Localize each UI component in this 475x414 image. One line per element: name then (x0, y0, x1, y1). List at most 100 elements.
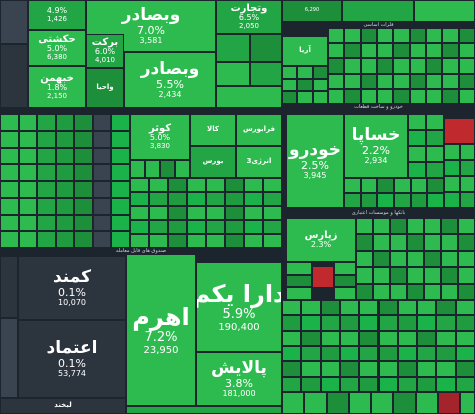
heatmap-tile[interactable] (438, 392, 460, 414)
heatmap-small-tile[interactable] (426, 130, 444, 146)
heatmap-small-tile[interactable] (301, 361, 321, 377)
heatmap-small-tile[interactable] (344, 58, 361, 74)
heatmap-small-tile[interactable] (339, 361, 360, 377)
heatmap-tile[interactable]: فرابورس (236, 114, 282, 146)
heatmap-small-tile[interactable] (111, 181, 130, 198)
heatmap-small-tile[interactable] (378, 315, 398, 331)
heatmap-small-tile[interactable] (444, 144, 460, 160)
heatmap-small-tile[interactable] (328, 88, 345, 104)
heatmap-small-tile[interactable] (149, 192, 168, 206)
heatmap-small-tile[interactable] (407, 218, 424, 235)
heatmap-small-tile[interactable] (397, 300, 418, 316)
heatmap-small-tile[interactable] (328, 73, 345, 89)
heatmap-small-tile[interactable] (37, 181, 56, 198)
heatmap-small-tile[interactable] (409, 43, 426, 59)
heatmap-small-tile[interactable] (326, 392, 349, 414)
heatmap-small-tile[interactable] (187, 234, 206, 248)
heatmap-small-tile[interactable] (409, 28, 426, 44)
heatmap-small-tile[interactable] (92, 181, 112, 198)
heatmap-small-tile[interactable] (18, 114, 38, 131)
heatmap-small-tile[interactable] (360, 58, 377, 74)
heatmap-small-tile[interactable] (441, 234, 458, 251)
heatmap-small-tile[interactable] (360, 43, 377, 59)
heatmap-small-tile[interactable] (130, 160, 145, 178)
heatmap-small-tile[interactable] (455, 376, 475, 392)
heatmap-small-tile[interactable] (225, 192, 244, 206)
heatmap-small-tile[interactable] (301, 330, 321, 346)
heatmap-small-tile[interactable] (187, 206, 206, 220)
heatmap-small-tile[interactable] (168, 178, 187, 192)
heatmap-small-tile[interactable] (460, 392, 475, 414)
heatmap-small-tile[interactable] (206, 234, 225, 248)
heatmap-small-tile[interactable] (458, 250, 475, 268)
heatmap-small-tile[interactable] (426, 43, 443, 59)
heatmap-small-tile[interactable] (378, 361, 398, 377)
heatmap-small-tile[interactable] (444, 192, 460, 208)
heatmap-small-tile[interactable] (415, 392, 438, 414)
heatmap-small-tile[interactable] (397, 376, 418, 392)
heatmap-small-tile[interactable] (458, 218, 475, 235)
heatmap-small-tile[interactable] (18, 197, 38, 215)
heatmap-small-tile[interactable] (444, 176, 460, 192)
heatmap-small-tile[interactable] (390, 283, 407, 300)
heatmap-small-tile[interactable] (312, 78, 328, 92)
heatmap-small-tile[interactable] (427, 193, 444, 208)
heatmap-small-tile[interactable] (458, 28, 475, 44)
heatmap-small-tile[interactable] (0, 197, 19, 215)
heatmap-tile[interactable]: 4.9% 1,426 (28, 0, 86, 30)
heatmap-small-tile[interactable] (360, 193, 378, 208)
heatmap-small-tile[interactable] (74, 164, 93, 181)
heatmap-small-tile[interactable] (394, 193, 411, 208)
heatmap-small-tile[interactable] (244, 234, 263, 248)
heatmap-tile[interactable] (0, 44, 28, 108)
heatmap-small-tile[interactable] (426, 73, 443, 89)
heatmap-tile[interactable]: خساپا 2.2% 2,934 (344, 114, 408, 178)
heatmap-small-tile[interactable] (441, 218, 458, 235)
heatmap-tile[interactable]: آریا (282, 36, 328, 66)
heatmap-small-tile[interactable] (74, 197, 93, 215)
heatmap-small-tile[interactable] (225, 206, 244, 220)
heatmap-small-tile[interactable] (286, 262, 312, 275)
heatmap-small-tile[interactable] (397, 315, 418, 331)
heatmap-small-tile[interactable] (427, 178, 444, 193)
heatmap-small-tile[interactable] (378, 376, 398, 392)
heatmap-small-tile[interactable] (441, 250, 458, 268)
heatmap-small-tile[interactable] (417, 346, 437, 362)
heatmap-small-tile[interactable] (334, 274, 356, 288)
heatmap-small-tile[interactable] (359, 361, 379, 377)
heatmap-small-tile[interactable] (92, 164, 112, 181)
heatmap-small-tile[interactable] (55, 181, 75, 198)
heatmap-small-tile[interactable] (394, 178, 411, 193)
heatmap-small-tile[interactable] (344, 88, 361, 104)
heatmap-small-tile[interactable] (459, 176, 475, 192)
heatmap-small-tile[interactable] (459, 160, 475, 176)
heatmap-small-tile[interactable] (408, 162, 426, 178)
heatmap-small-tile[interactable] (359, 315, 379, 331)
heatmap-small-tile[interactable] (263, 178, 282, 192)
heatmap-small-tile[interactable] (168, 220, 187, 234)
heatmap-small-tile[interactable] (111, 164, 130, 181)
heatmap-small-tile[interactable] (407, 234, 424, 251)
heatmap-tile[interactable] (312, 266, 334, 288)
heatmap-small-tile[interactable] (377, 178, 394, 193)
heatmap-small-tile[interactable] (458, 234, 475, 251)
heatmap-tile[interactable]: بورس (190, 146, 236, 178)
heatmap-small-tile[interactable] (417, 361, 437, 377)
heatmap-small-tile[interactable] (304, 392, 327, 414)
heatmap-small-tile[interactable] (282, 330, 302, 346)
heatmap-small-tile[interactable] (407, 283, 424, 300)
heatmap-small-tile[interactable] (442, 28, 459, 44)
heatmap-small-tile[interactable] (282, 346, 302, 362)
heatmap-small-tile[interactable] (393, 43, 410, 59)
heatmap-small-tile[interactable] (455, 300, 475, 316)
heatmap-tile[interactable]: برکت 6.0% 4,010 (86, 34, 124, 68)
heatmap-small-tile[interactable] (282, 78, 298, 92)
heatmap-small-tile[interactable] (390, 234, 407, 251)
heatmap-small-tile[interactable] (37, 214, 56, 232)
heatmap-small-tile[interactable] (360, 28, 377, 44)
heatmap-small-tile[interactable] (282, 361, 302, 377)
heatmap-small-tile[interactable] (417, 330, 437, 346)
heatmap-small-tile[interactable] (377, 28, 394, 44)
heatmap-small-tile[interactable] (442, 58, 459, 74)
heatmap-tile[interactable] (342, 0, 414, 22)
